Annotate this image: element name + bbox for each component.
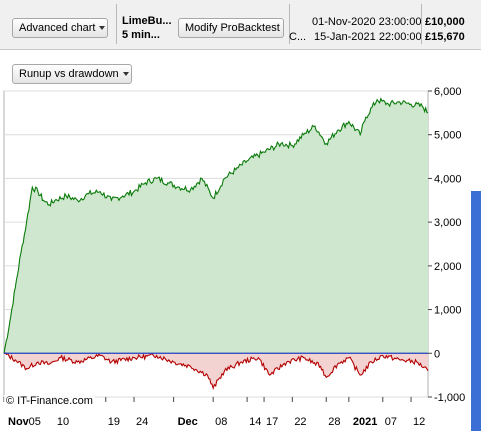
x-tick-label: 12 xyxy=(413,416,425,428)
watermark: © IT-Finance.com xyxy=(4,395,95,407)
end-date: 15-Jan-2021 22:00:00 xyxy=(314,31,422,43)
strategy-name-line2: 5 min... xyxy=(122,29,160,41)
x-tick-label: 07 xyxy=(385,416,397,428)
series-layer xyxy=(3,97,429,391)
y-tick-label: 4,000 xyxy=(434,173,462,185)
x-tick-label: 10 xyxy=(57,416,69,428)
y-tick-label: 6,000 xyxy=(434,86,462,98)
x-tick-label: 19 xyxy=(108,416,120,428)
drawdown-line xyxy=(3,352,429,391)
x-tick-label: Dec xyxy=(178,416,198,428)
y-tick-label: 5,000 xyxy=(434,130,462,142)
toolbar-separator xyxy=(116,4,117,44)
modify-probacktest-button[interactable]: Modify ProBacktest xyxy=(178,18,284,38)
x-tick-label: 28 xyxy=(328,416,340,428)
y-tick-label: 3,000 xyxy=(434,217,462,229)
runup-area xyxy=(4,98,428,354)
y-tick-label: -1,000 xyxy=(434,392,465,404)
x-tick-label: 08 xyxy=(215,416,227,428)
y-tick-label: 0 xyxy=(434,348,440,360)
chevron-down-icon xyxy=(99,26,106,30)
modify-probacktest-label: Modify ProBacktest xyxy=(185,22,280,34)
x-tick-label: Nov xyxy=(8,416,30,428)
chevron-down-icon xyxy=(122,72,129,76)
advanced-chart-label: Advanced chart xyxy=(19,22,96,34)
stat-row-prefix: C... xyxy=(289,31,307,43)
y-tick-label: 1,000 xyxy=(434,305,462,317)
chart-panel: Runup vs drawdown 6,000 5,000 4,000 3,000 2,… xyxy=(0,51,481,433)
x-tick-label: 24 xyxy=(136,416,148,428)
start-date: 01-Nov-2020 23:00:00 xyxy=(312,16,422,28)
strategy-name-line1: LimeBu... xyxy=(122,15,172,27)
equity-chart[interactable]: 6,000 5,000 4,000 3,000 2,000 1,000 0 -1,000 Nov… xyxy=(0,51,481,433)
final-capital: £15,670 xyxy=(425,31,465,43)
runup-vs-drawdown-dropdown[interactable]: Runup vs drawdown xyxy=(12,64,132,84)
x-tick-label: 2021 xyxy=(353,416,377,428)
x-tick-label: 05 xyxy=(29,416,41,428)
axis-layer: 6,000 5,000 4,000 3,000 2,000 1,000 0 -1,000 Nov… xyxy=(3,86,465,428)
x-tick-label: 14 xyxy=(249,416,261,428)
toolbar-separator xyxy=(421,4,422,44)
x-tick-label: 17 xyxy=(266,416,278,428)
toolbar: Advanced chart LimeBu... 5 min... Modify… xyxy=(0,0,481,50)
initial-capital: £10,000 xyxy=(425,16,465,28)
x-tick-label: 22 xyxy=(294,416,306,428)
runup-line xyxy=(3,97,429,354)
advanced-chart-dropdown[interactable]: Advanced chart xyxy=(12,18,108,38)
strategy-name[interactable]: LimeBu... 5 min... xyxy=(122,14,172,42)
side-scrollbar[interactable] xyxy=(471,191,481,431)
runup-vs-drawdown-label: Runup vs drawdown xyxy=(19,68,119,80)
toolbar-separator xyxy=(289,4,290,44)
y-tick-label: 2,000 xyxy=(434,261,462,273)
